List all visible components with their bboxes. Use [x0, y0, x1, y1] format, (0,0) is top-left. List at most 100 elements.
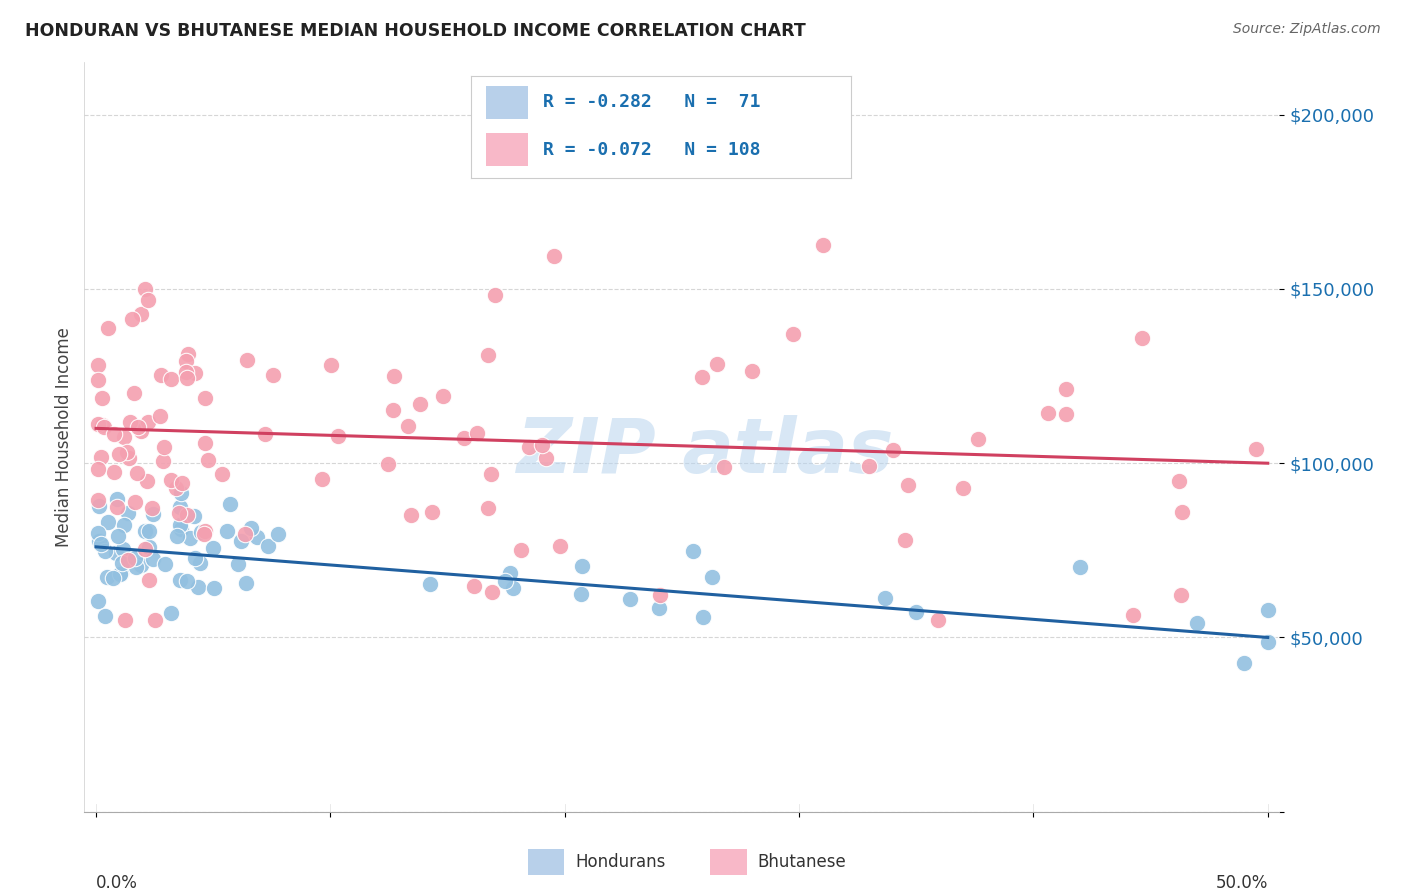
Point	[125, 560, 148, 574]
Point	[484, 287, 506, 301]
Point	[966, 432, 988, 446]
Point	[91, 418, 114, 433]
Y-axis label: Median Household Income: Median Household Income	[55, 327, 73, 547]
Point	[202, 541, 225, 555]
Point	[87, 593, 110, 607]
Point	[134, 524, 156, 539]
Point	[927, 613, 949, 627]
Point	[190, 524, 212, 539]
Point	[174, 354, 197, 368]
Point	[481, 584, 503, 599]
Point	[534, 450, 557, 465]
Point	[311, 472, 333, 486]
Point	[262, 368, 284, 383]
Point	[96, 570, 118, 584]
Point	[124, 495, 146, 509]
Point	[87, 499, 110, 513]
Point	[90, 450, 112, 464]
Point	[87, 417, 110, 431]
Point	[463, 579, 485, 593]
Point	[136, 415, 159, 429]
Text: ZIP atlas: ZIP atlas	[517, 415, 894, 489]
Point	[1054, 383, 1077, 397]
Point	[176, 574, 198, 589]
Point	[125, 467, 148, 481]
Point	[143, 613, 166, 627]
Point	[114, 613, 136, 627]
Point	[1122, 608, 1144, 623]
Text: R = -0.072   N = 108: R = -0.072 N = 108	[543, 141, 761, 159]
FancyBboxPatch shape	[486, 133, 529, 166]
Point	[112, 429, 135, 443]
Point	[893, 533, 915, 548]
Point	[176, 370, 198, 384]
Point	[159, 371, 181, 385]
Point	[149, 409, 172, 424]
Point	[477, 348, 499, 362]
Point	[87, 462, 110, 476]
Point	[141, 501, 163, 516]
Point	[135, 474, 157, 488]
Point	[477, 500, 499, 515]
Point	[465, 425, 488, 440]
Point	[211, 467, 233, 481]
Point	[105, 500, 128, 515]
Point	[905, 605, 928, 619]
Point	[398, 419, 420, 434]
Text: 50.0%: 50.0%	[1215, 874, 1268, 892]
Point	[571, 559, 593, 574]
Point	[194, 524, 217, 538]
Point	[87, 534, 110, 549]
FancyBboxPatch shape	[486, 87, 529, 119]
Point	[194, 391, 217, 405]
Point	[118, 415, 141, 429]
Point	[706, 357, 728, 371]
Point	[179, 531, 201, 545]
Point	[235, 576, 257, 591]
Point	[87, 373, 110, 387]
Point	[169, 486, 191, 500]
Point	[97, 321, 120, 335]
Point	[531, 438, 554, 452]
Point	[138, 540, 160, 554]
Point	[127, 420, 149, 434]
Point	[153, 558, 176, 572]
Point	[502, 582, 524, 596]
Point	[124, 551, 146, 566]
Point	[217, 524, 239, 539]
Point	[184, 367, 207, 381]
Point	[131, 307, 153, 321]
Point	[648, 588, 671, 602]
Point	[87, 492, 110, 507]
Point	[692, 610, 714, 624]
Point	[170, 475, 193, 490]
Point	[1170, 588, 1192, 602]
Point	[882, 443, 904, 458]
Point	[165, 481, 187, 495]
Point	[499, 566, 522, 580]
Point	[103, 465, 125, 479]
Point	[87, 526, 110, 541]
Point	[176, 508, 198, 522]
Point	[110, 567, 132, 582]
Point	[377, 457, 399, 471]
Point	[118, 450, 141, 465]
Point	[169, 573, 191, 587]
Point	[326, 429, 349, 443]
Point	[1257, 634, 1279, 648]
Text: 0.0%: 0.0%	[96, 874, 138, 892]
Point	[176, 365, 198, 379]
Point	[811, 238, 834, 252]
Point	[121, 312, 143, 326]
Point	[87, 358, 110, 372]
Text: Bhutanese: Bhutanese	[758, 853, 846, 871]
Point	[236, 353, 259, 368]
Point	[219, 497, 242, 511]
Point	[122, 386, 145, 401]
Point	[648, 600, 671, 615]
Point	[1069, 560, 1091, 574]
Point	[188, 556, 211, 570]
Point	[138, 524, 160, 538]
Point	[136, 293, 159, 307]
Point	[108, 447, 131, 461]
